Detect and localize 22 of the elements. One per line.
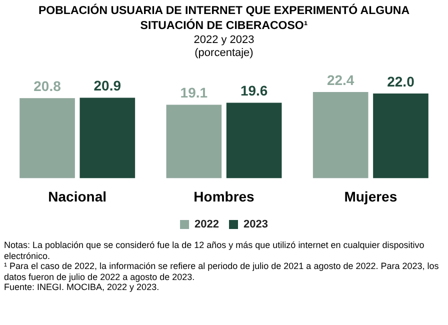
bar xyxy=(312,92,368,178)
legend-label: 2023 xyxy=(244,218,268,231)
x-tick-label: Mujeres xyxy=(344,188,398,204)
bar xyxy=(226,102,282,178)
text: ¹ Para el caso de 2022, la información se refiere al periodo de julio de 2021 a agosto de 2022. Para 2023, los datos fueron de julio de 2022 a agosto de 2023. xyxy=(4,261,440,282)
bar xyxy=(373,94,428,178)
x-tick-label: Hombres xyxy=(194,188,255,204)
text: Notas: La población que se consideró fue la de 12 años y más que utilizó internet en cualquier dispositivo electrónico. xyxy=(4,240,426,261)
bar xyxy=(166,104,222,178)
bar xyxy=(20,98,75,178)
data-label: 19.1 xyxy=(180,84,208,101)
legend-label: 2022 xyxy=(194,218,220,231)
data-label: 20.9 xyxy=(94,78,122,94)
data-label: 20.8 xyxy=(34,78,62,94)
data-label: 19.6 xyxy=(240,82,268,99)
chart-subtitle: 2022 y 2023 (porcentaje) xyxy=(192,34,256,60)
source-note: Fuente: INEGI. MOCIBA, 2022 y 2023. xyxy=(4,282,160,292)
x-tick-label: Nacional xyxy=(48,188,107,204)
data-label: 22.4 xyxy=(326,72,354,88)
bar xyxy=(80,98,136,178)
chart-title: POBLACIÓN USUARIA DE INTERNET QUE EXPERIMENTÓ ALGUNA SITUACIÓN DE CIBERACOSO¹ xyxy=(38,4,410,34)
data-label: 22.0 xyxy=(387,73,415,90)
